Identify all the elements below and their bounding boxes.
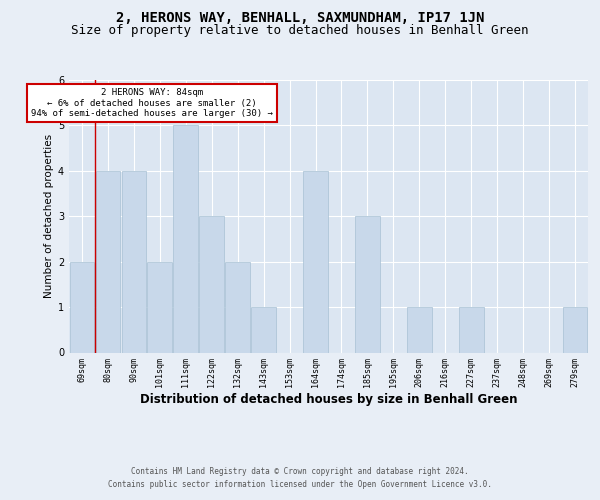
Text: Contains HM Land Registry data © Crown copyright and database right 2024.: Contains HM Land Registry data © Crown c…	[131, 467, 469, 476]
Bar	[226, 262, 250, 352]
X-axis label: Distribution of detached houses by size in Benhall Green: Distribution of detached houses by size …	[140, 393, 517, 406]
Bar	[251, 307, 276, 352]
Bar	[303, 171, 328, 352]
Bar	[199, 216, 224, 352]
Bar	[407, 307, 431, 352]
Bar	[355, 216, 380, 352]
Bar	[70, 262, 94, 352]
Bar	[122, 171, 146, 352]
Text: Contains public sector information licensed under the Open Government Licence v3: Contains public sector information licen…	[108, 480, 492, 489]
Bar	[563, 307, 587, 352]
Bar	[95, 171, 120, 352]
Text: 2 HERONS WAY: 84sqm
← 6% of detached houses are smaller (2)
94% of semi-detached: 2 HERONS WAY: 84sqm ← 6% of detached hou…	[31, 88, 273, 118]
Bar	[173, 126, 198, 352]
Text: Size of property relative to detached houses in Benhall Green: Size of property relative to detached ho…	[71, 24, 529, 37]
Y-axis label: Number of detached properties: Number of detached properties	[44, 134, 54, 298]
Bar	[148, 262, 172, 352]
Bar	[459, 307, 484, 352]
Text: 2, HERONS WAY, BENHALL, SAXMUNDHAM, IP17 1JN: 2, HERONS WAY, BENHALL, SAXMUNDHAM, IP17…	[116, 12, 484, 26]
